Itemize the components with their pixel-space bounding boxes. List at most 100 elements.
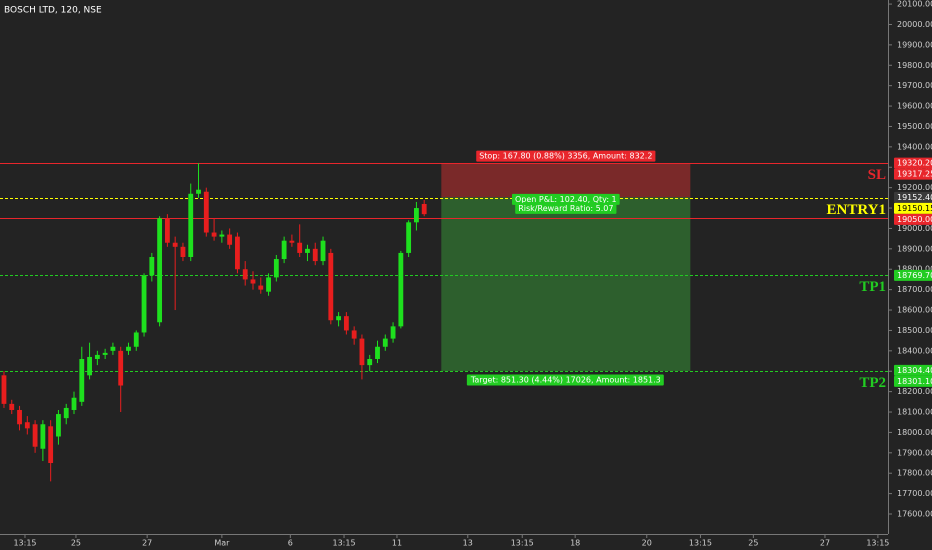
y-tick-label: 18200.00 xyxy=(897,387,932,396)
candle-body xyxy=(79,358,85,402)
candle-body xyxy=(157,218,163,323)
y-tick-label: 17800.00 xyxy=(897,469,932,478)
candle-body xyxy=(320,240,326,262)
candle-body xyxy=(351,330,357,339)
y-tick-label: 19700.00 xyxy=(897,81,932,90)
candle-body xyxy=(398,252,404,327)
y-tick-label: 17900.00 xyxy=(897,448,932,457)
rr-label: Risk/Reward Ratio: 5.07 xyxy=(518,204,613,213)
candle-body xyxy=(219,234,225,237)
x-tick-label: 6 xyxy=(288,539,293,548)
x-tick-label: 27 xyxy=(142,539,152,548)
y-tick-label: 20100.00 xyxy=(897,0,932,9)
price-badge: 18304.40 xyxy=(897,366,932,375)
y-tick-label: 19200.00 xyxy=(897,183,932,192)
x-tick-label: Mar xyxy=(214,539,230,548)
candle-body xyxy=(297,242,303,253)
candle-body xyxy=(235,236,240,270)
price-badge: 19152.40 xyxy=(897,193,932,202)
price-badge-bg xyxy=(894,191,932,203)
y-tick-label: 19600.00 xyxy=(897,102,932,111)
target-zone xyxy=(441,197,691,372)
level-name: TP1 xyxy=(859,279,886,295)
candle-body xyxy=(32,424,38,447)
chart-title: BOSCH LTD, 120, NSE xyxy=(4,6,102,16)
candle-body xyxy=(281,240,287,260)
candle-body xyxy=(336,316,342,321)
x-tick-label: 13:15 xyxy=(866,539,889,548)
y-tick-label: 19900.00 xyxy=(897,40,932,49)
x-tick-label: 13:15 xyxy=(13,539,36,548)
level-name: SL xyxy=(868,167,886,183)
y-tick-label: 18100.00 xyxy=(897,408,932,417)
y-tick-label: 18600.00 xyxy=(897,306,932,315)
y-tick-label: 18700.00 xyxy=(897,285,932,294)
candle-body xyxy=(188,193,194,258)
price-badge-bg xyxy=(894,213,932,225)
candle-body xyxy=(71,397,77,410)
price-badge: 19050.00 xyxy=(897,215,932,224)
candle-body xyxy=(196,189,201,194)
candle-body xyxy=(305,248,310,253)
candle-body xyxy=(1,375,7,404)
target-label-bg xyxy=(466,374,664,386)
candle-body xyxy=(367,358,373,366)
candle-body xyxy=(164,218,170,243)
x-tick-label: 25 xyxy=(71,539,81,548)
candle-body xyxy=(40,424,46,449)
candle-body xyxy=(9,403,15,410)
candle-body xyxy=(87,356,92,376)
y-tick-label: 20000.00 xyxy=(897,20,932,29)
stop-label-bg xyxy=(476,150,656,162)
x-tick-label: 25 xyxy=(748,539,758,548)
candle-body xyxy=(63,407,69,419)
candle-body xyxy=(266,277,271,292)
price-badge: 18301.10 xyxy=(897,377,932,386)
candle-body xyxy=(24,422,30,429)
y-tick-label: 18800.00 xyxy=(897,265,932,274)
x-tick-label: 20 xyxy=(642,539,652,548)
price-badge: 19150.15 xyxy=(897,204,932,213)
y-tick-label: 19500.00 xyxy=(897,122,932,131)
candle-body xyxy=(312,248,318,262)
stop-zone xyxy=(441,163,691,198)
candle-body xyxy=(102,352,108,355)
candle-body xyxy=(343,316,349,331)
x-tick-label: 11 xyxy=(392,539,402,548)
candle-body xyxy=(172,242,178,247)
candle-body xyxy=(273,259,279,278)
candle-body xyxy=(180,246,186,258)
price-badge-bg xyxy=(894,375,932,387)
candle-body xyxy=(258,285,264,290)
x-tick-label: 13:15 xyxy=(333,539,356,548)
target-label: Target: 851.30 (4.44%) 17026, Amount: 18… xyxy=(470,376,661,385)
price-badge-bg xyxy=(894,364,932,376)
candle-body xyxy=(328,252,334,321)
candle-body xyxy=(17,409,22,425)
candle-body xyxy=(110,346,116,351)
price-badge-bg xyxy=(894,157,932,169)
candle-body xyxy=(289,240,295,243)
y-tick-label: 18500.00 xyxy=(897,326,932,335)
pnl-label-bg xyxy=(511,193,620,205)
candle-body xyxy=(203,191,209,233)
candle-body xyxy=(211,232,217,237)
candle-body xyxy=(141,275,147,333)
candle-body xyxy=(414,208,419,223)
candle-body xyxy=(94,354,100,359)
candle-body xyxy=(56,414,61,437)
candle-body xyxy=(242,269,248,280)
x-tick-label: 13:15 xyxy=(511,539,534,548)
x-tick-label: 13 xyxy=(463,539,473,548)
y-tick-label: 18400.00 xyxy=(897,346,932,355)
y-tick-label: 18000.00 xyxy=(897,428,932,437)
price-badge: 19317.25 xyxy=(897,170,932,179)
price-badge-bg xyxy=(894,168,932,180)
x-tick-label: 18 xyxy=(570,539,580,548)
candle-body xyxy=(149,257,155,276)
candle-body xyxy=(375,346,380,359)
level-name: ENTRY1 xyxy=(827,202,886,218)
candle-body xyxy=(421,203,427,215)
price-badge: 19320.20 xyxy=(897,159,932,168)
